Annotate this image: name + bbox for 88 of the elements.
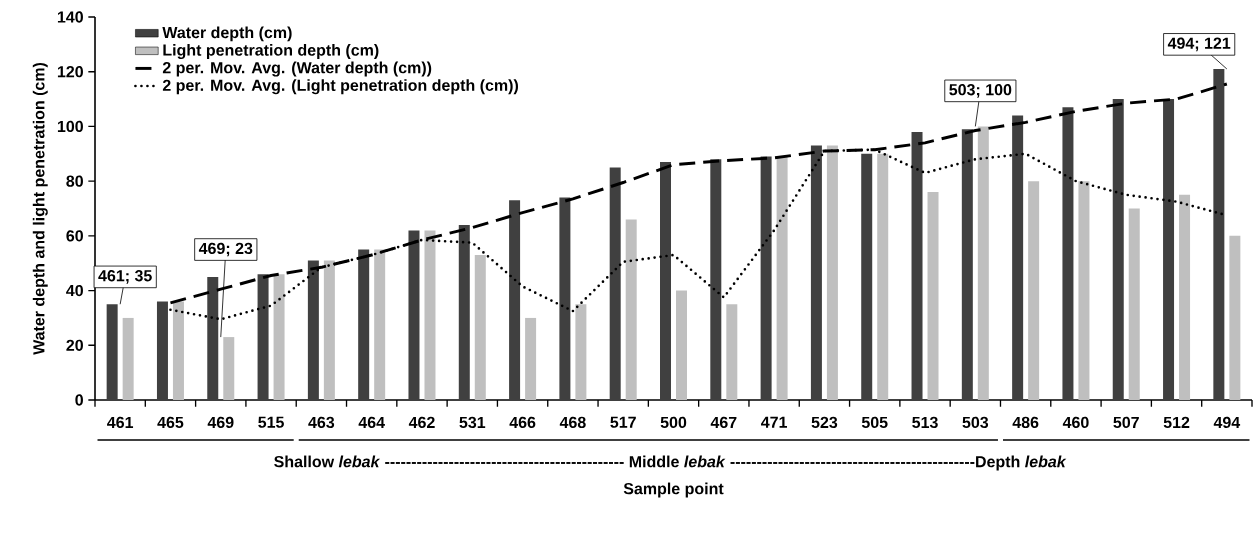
bar bbox=[1112, 99, 1124, 400]
bar bbox=[374, 249, 386, 400]
bar bbox=[509, 200, 521, 400]
x-tick-label: 469 bbox=[207, 416, 234, 429]
bar bbox=[726, 304, 738, 400]
x-tick-label: 512 bbox=[1163, 416, 1190, 429]
legend-label: Light penetration depth (cm) bbox=[163, 44, 379, 59]
bar bbox=[660, 161, 672, 400]
legend-label: 2 per. Mov. Avg. (Light penetration depth (cm)) bbox=[162, 79, 519, 95]
bar bbox=[525, 317, 537, 400]
x-tick-label: 471 bbox=[761, 416, 788, 428]
bar bbox=[977, 126, 989, 400]
bar bbox=[106, 304, 118, 400]
y-axis-title: Water depth and light penetration (cm) bbox=[32, 62, 48, 355]
bar bbox=[1128, 208, 1140, 400]
bar bbox=[408, 230, 420, 400]
x-tick-label: 503 bbox=[962, 416, 989, 429]
x-tick-label: 466 bbox=[509, 416, 536, 429]
bar bbox=[1213, 68, 1225, 400]
bar bbox=[207, 276, 219, 400]
annotation: 503; 100 bbox=[949, 84, 1012, 98]
y-tick-label: 40 bbox=[66, 284, 83, 297]
bar bbox=[1179, 194, 1191, 400]
x-tick-label: 523 bbox=[811, 416, 838, 429]
bar bbox=[458, 224, 470, 400]
x-tick-label: 463 bbox=[308, 416, 335, 429]
legend-label: 2 per. Mov. Avg. (Water depth (cm)) bbox=[162, 61, 432, 77]
x-tick-label: 462 bbox=[408, 416, 435, 429]
bar bbox=[323, 260, 335, 400]
y-tick-label: 120 bbox=[57, 66, 83, 78]
y-tick-label: 60 bbox=[66, 230, 83, 242]
bar bbox=[625, 219, 637, 400]
bar bbox=[1163, 99, 1175, 400]
x-tick-label: 486 bbox=[1012, 416, 1039, 429]
bar bbox=[710, 159, 722, 400]
x-tick-label: 500 bbox=[660, 416, 687, 429]
x-tick-label: 505 bbox=[861, 416, 888, 429]
bar bbox=[1229, 235, 1241, 400]
bar bbox=[172, 301, 184, 400]
x-tick-label: 467 bbox=[710, 416, 737, 429]
bar bbox=[911, 131, 923, 400]
annotation: 469; 23 bbox=[198, 242, 253, 257]
annotation: 494; 121 bbox=[1167, 37, 1231, 52]
y-tick-label: 140 bbox=[57, 11, 83, 23]
y-tick-label: 100 bbox=[57, 120, 83, 133]
bar bbox=[1028, 181, 1040, 400]
bar bbox=[1012, 115, 1024, 400]
bar bbox=[927, 192, 939, 400]
x-tick-label: 465 bbox=[157, 416, 184, 429]
bar bbox=[810, 145, 822, 400]
bar bbox=[358, 249, 370, 400]
bar bbox=[861, 153, 873, 400]
y-tick-label: 80 bbox=[66, 175, 83, 187]
bar bbox=[307, 260, 319, 400]
y-tick-label: 20 bbox=[66, 339, 83, 351]
bar bbox=[156, 301, 168, 400]
annotation: 461; 35 bbox=[98, 270, 152, 284]
bar bbox=[1078, 181, 1090, 400]
bar bbox=[961, 129, 973, 400]
legend-label: Water depth (cm) bbox=[162, 26, 292, 42]
x-tick-label: 513 bbox=[912, 416, 938, 429]
x-axis-title: Sample point bbox=[623, 482, 724, 498]
x-tick-label: 531 bbox=[459, 416, 486, 429]
text: Shallow lebak --------------------------------------------- Middle lebak ----------------------------------------------Depth lebak bbox=[274, 455, 1067, 471]
x-tick-label: 460 bbox=[1062, 416, 1089, 429]
bar bbox=[776, 156, 788, 400]
bar bbox=[424, 230, 436, 400]
y-tick-label: 0 bbox=[75, 394, 83, 406]
x-tick-label: 517 bbox=[610, 416, 636, 428]
x-tick-label: 515 bbox=[258, 416, 284, 428]
x-tick-label: 468 bbox=[559, 416, 586, 429]
bar bbox=[676, 290, 687, 400]
x-tick-label: 494 bbox=[1213, 416, 1241, 429]
x-tick-label: 461 bbox=[107, 416, 134, 429]
bar bbox=[257, 274, 269, 400]
bar bbox=[273, 274, 285, 400]
bar bbox=[609, 167, 621, 400]
bar bbox=[223, 337, 235, 400]
bar bbox=[559, 197, 571, 400]
bar bbox=[1062, 107, 1074, 400]
bar bbox=[760, 156, 772, 400]
bar bbox=[826, 145, 838, 400]
bar bbox=[575, 304, 587, 400]
x-tick-label: 464 bbox=[358, 416, 385, 429]
bar bbox=[122, 317, 134, 400]
x-tick-label: 507 bbox=[1113, 416, 1139, 429]
bar bbox=[474, 255, 486, 400]
bar bbox=[877, 153, 889, 400]
